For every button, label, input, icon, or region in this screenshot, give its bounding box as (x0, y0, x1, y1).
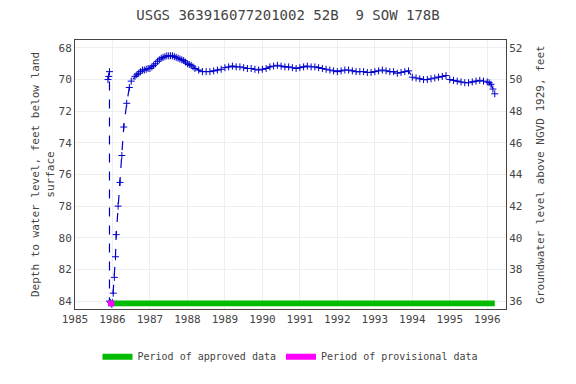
svg-text:36: 36 (509, 295, 522, 308)
svg-text:40: 40 (509, 232, 522, 245)
svg-text:1994: 1994 (399, 313, 426, 326)
svg-text:1986: 1986 (99, 313, 126, 326)
svg-text:80: 80 (59, 232, 72, 245)
svg-text:44: 44 (509, 168, 523, 181)
svg-text:1992: 1992 (324, 313, 351, 326)
svg-text:1991: 1991 (287, 313, 314, 326)
svg-text:50: 50 (509, 73, 522, 86)
svg-text:1993: 1993 (362, 313, 389, 326)
svg-text:48: 48 (509, 105, 522, 118)
svg-text:1985: 1985 (62, 313, 89, 326)
svg-text:46: 46 (509, 137, 522, 150)
svg-text:38: 38 (509, 263, 522, 276)
svg-text:42: 42 (509, 200, 522, 213)
svg-text:74: 74 (59, 137, 73, 150)
svg-text:84: 84 (59, 295, 73, 308)
svg-text:82: 82 (59, 263, 72, 276)
svg-text:Depth to water level, feet bel: Depth to water level, feet below landsur… (29, 52, 56, 297)
svg-text:1995: 1995 (437, 313, 464, 326)
svg-text:1996: 1996 (474, 313, 501, 326)
svg-text:1988: 1988 (174, 313, 201, 326)
svg-text:1987: 1987 (137, 313, 164, 326)
svg-text:68: 68 (59, 42, 72, 55)
svg-text:1990: 1990 (249, 313, 276, 326)
svg-text:70: 70 (59, 73, 72, 86)
svg-text:1989: 1989 (212, 313, 239, 326)
svg-text:Period of approved data: Period of approved data (138, 351, 276, 362)
svg-text:78: 78 (59, 200, 72, 213)
svg-text:Groundwater level above NGVD 1: Groundwater level above NGVD 1929, feet (534, 45, 547, 303)
svg-text:76: 76 (59, 168, 72, 181)
svg-text:52: 52 (509, 42, 522, 55)
svg-text:72: 72 (59, 105, 72, 118)
svg-text:USGS 363916077201002 52B 9 SO: USGS 363916077201002 52B 9 SOW 178B (136, 7, 439, 23)
svg-text:Period of provisional data: Period of provisional data (321, 351, 478, 362)
